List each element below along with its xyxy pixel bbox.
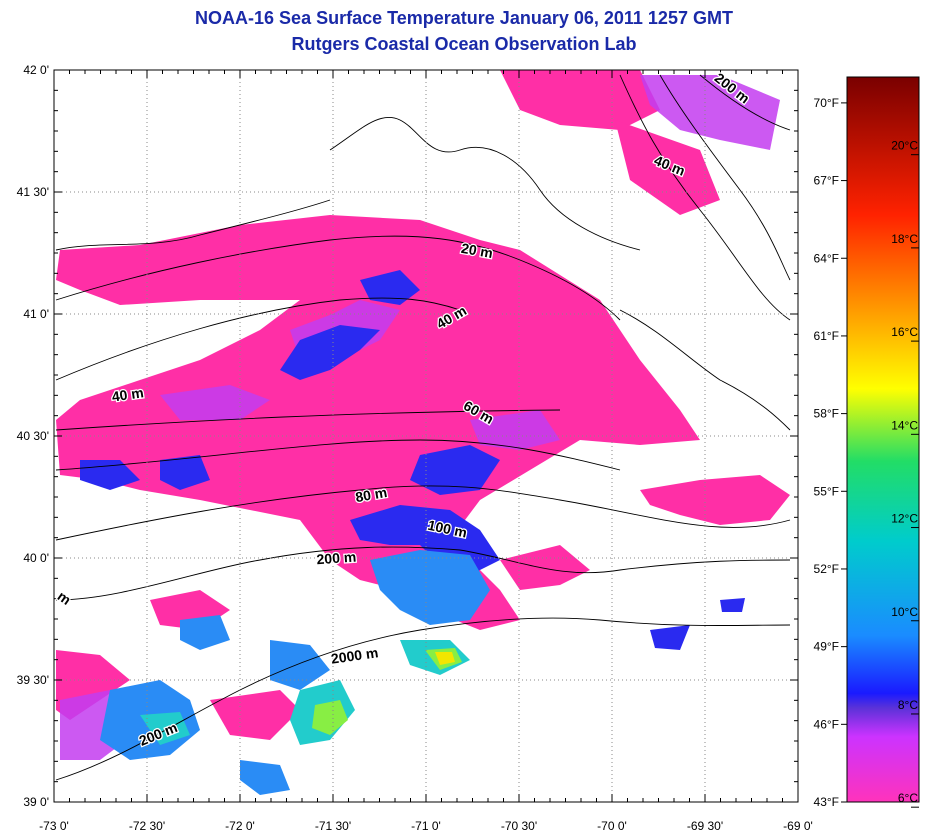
lon-label: -69 30': [687, 819, 723, 833]
contour-label: m: [55, 588, 74, 608]
colorbar-f-label: 58°F: [814, 407, 839, 421]
lat-label: 40 30': [17, 429, 49, 443]
contour-label: 200 m: [316, 549, 357, 568]
contour-label: 20 m: [460, 240, 494, 261]
colorbar-c-label: 16°C: [891, 325, 918, 339]
colorbar-f-label: 46°F: [814, 717, 839, 731]
lon-label: -73 0': [39, 819, 69, 833]
colorbar-f-label: 49°F: [814, 640, 839, 654]
contour-label: 2000 m: [330, 644, 379, 666]
lon-label: -72 0': [225, 819, 255, 833]
axis-ticks: [53, 69, 799, 803]
map-subtitle: Rutgers Coastal Ocean Observation Lab: [291, 34, 637, 54]
lon-label: -70 0': [597, 819, 627, 833]
lon-label: -70 30': [501, 819, 537, 833]
lon-label: -69 0': [783, 819, 813, 833]
sst-imagery: [56, 70, 790, 795]
colorbar-c-label: 12°C: [891, 512, 918, 526]
colorbar-f-label: 64°F: [814, 251, 839, 265]
latitude-labels: 42 0' 41 30' 41 0' 40 30' 40 0' 39 30' 39 0': [17, 63, 49, 809]
lon-label: -72 30': [129, 819, 165, 833]
colorbar-c-label: 18°C: [891, 232, 918, 246]
lat-label: 41 0': [23, 307, 49, 321]
colorbar-c-label: 14°C: [891, 418, 918, 432]
map-title: NOAA-16 Sea Surface Temperature January …: [195, 8, 733, 28]
colorbar-f-label: 61°F: [814, 329, 839, 343]
lat-label: 41 30': [17, 185, 49, 199]
colorbar-c-label: 8°C: [898, 698, 918, 712]
colorbar-c-label: 6°C: [898, 791, 918, 805]
colorbar-ticks: 70°F 67°F 64°F 61°F 58°F 55°F 52°F 49°F 46°F 43°F…: [814, 96, 919, 809]
contour-label: 80 m: [354, 484, 388, 505]
bathymetry-contours: [55, 74, 791, 781]
colorbar-f-label: 55°F: [814, 484, 839, 498]
colorbar-f-label: 67°F: [814, 174, 839, 188]
longitude-labels: -73 0' -72 30' -72 0' -71 30' -71 0' -70 30' -…: [39, 819, 813, 833]
colorbar: [846, 76, 920, 803]
lon-label: -71 30': [315, 819, 351, 833]
lon-label: -71 0': [411, 819, 441, 833]
colorbar-f-label: 70°F: [814, 96, 839, 110]
lat-label: 40 0': [23, 551, 49, 565]
lat-label: 39 30': [17, 673, 49, 687]
lat-label: 39 0': [23, 795, 49, 809]
lat-label: 42 0': [23, 63, 49, 77]
colorbar-c-label: 20°C: [891, 139, 918, 153]
colorbar-f-label: 43°F: [814, 795, 839, 809]
colorbar-f-label: 52°F: [814, 562, 839, 576]
contour-label: 40 m: [111, 384, 145, 404]
colorbar-c-label: 10°C: [891, 605, 918, 619]
graticule: [54, 70, 798, 802]
